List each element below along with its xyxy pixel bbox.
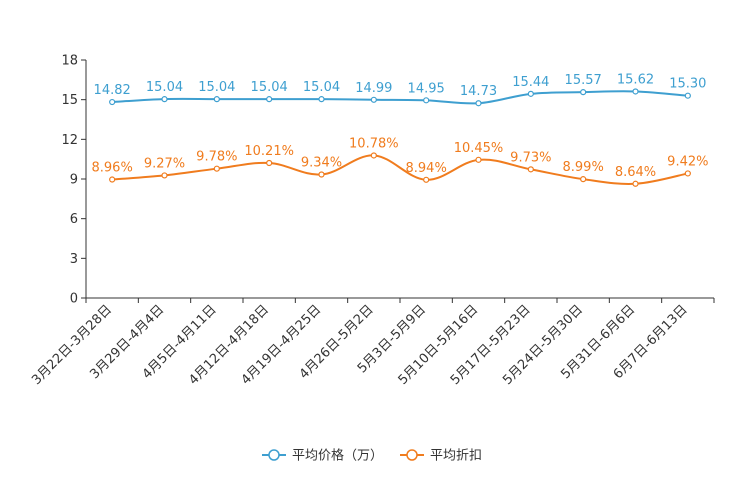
data-point <box>318 171 325 178</box>
data-label: 8.64% <box>615 165 656 180</box>
data-point <box>423 176 430 183</box>
data-label: 10.45% <box>454 141 504 156</box>
y-tick-label: 0 <box>70 292 78 307</box>
y-tick-label: 15 <box>61 93 78 108</box>
series-0: 14.82 15.04 15.04 15.04 15.04 14.99 14.95 14.73… <box>94 72 706 107</box>
legend[interactable]: 平均价格（万） 平均折扣 <box>262 448 482 464</box>
data-point <box>370 96 377 103</box>
series-line <box>112 90 688 105</box>
data-point <box>527 166 534 173</box>
y-tick-label: 12 <box>61 133 78 148</box>
data-point <box>213 165 220 172</box>
data-point <box>632 88 639 95</box>
data-label: 8.99% <box>563 160 604 175</box>
data-point <box>370 152 377 159</box>
series-line <box>112 154 689 185</box>
y-tick-label: 6 <box>70 212 78 227</box>
series-1: 8.96% 9.27% 9.78% 10.21% 9.34% 10.78% 8.94% 10.… <box>92 136 708 187</box>
data-label: 15.04 <box>146 80 183 95</box>
x-axis: 3月22日-3月28日3月29日-4月4日4月5日-4月11日4月12日-4月1… <box>29 297 715 388</box>
data-point <box>318 96 325 103</box>
data-point <box>109 176 116 183</box>
data-label: 14.82 <box>94 83 131 98</box>
data-point <box>475 100 482 107</box>
y-tick-label: 18 <box>61 54 78 69</box>
data-point <box>632 180 639 187</box>
data-label: 8.94% <box>406 161 447 176</box>
data-point <box>213 96 220 103</box>
data-label: 15.62 <box>617 72 654 87</box>
data-label: 15.04 <box>303 80 340 95</box>
data-label: 15.30 <box>669 77 706 92</box>
data-label: 10.21% <box>244 144 294 159</box>
data-label: 10.78% <box>349 136 399 151</box>
data-point <box>161 96 168 103</box>
data-label: 9.78% <box>196 150 237 165</box>
data-label: 9.73% <box>510 150 551 165</box>
data-point <box>580 176 587 183</box>
legend-label: 平均价格（万） <box>292 448 383 464</box>
data-point <box>161 172 168 179</box>
data-point <box>475 156 482 163</box>
data-label: 15.04 <box>251 80 288 95</box>
data-point <box>580 89 587 96</box>
data-point <box>109 98 116 106</box>
data-label: 8.96% <box>92 161 133 176</box>
legend-label: 平均折扣 <box>430 449 482 464</box>
data-label: 15.44 <box>512 75 549 90</box>
data-label: 14.99 <box>355 81 392 96</box>
legend-marker-icon <box>268 449 280 461</box>
data-point <box>684 92 691 99</box>
legend-item-1[interactable]: 平均折扣 <box>400 449 482 464</box>
data-point <box>684 170 691 177</box>
data-label: 9.34% <box>301 156 342 171</box>
data-label: 9.42% <box>667 154 708 169</box>
series-layer: 14.82 15.04 15.04 15.04 15.04 14.99 14.95 14.73… <box>92 72 708 187</box>
legend-marker-icon <box>406 449 418 461</box>
data-label: 14.95 <box>408 81 445 96</box>
data-label: 9.27% <box>144 156 185 171</box>
data-point <box>423 97 430 104</box>
y-tick-label: 9 <box>70 173 78 188</box>
data-label: 14.73 <box>460 84 497 99</box>
data-label: 15.04 <box>198 80 235 95</box>
y-axis: 0 3 6 9 12 15 18 <box>61 54 87 307</box>
data-point <box>266 159 273 167</box>
y-tick-label: 3 <box>70 252 78 267</box>
data-label: 15.57 <box>565 73 602 88</box>
data-point <box>266 96 273 103</box>
data-point <box>527 90 534 97</box>
legend-item-0[interactable]: 平均价格（万） <box>262 448 383 464</box>
